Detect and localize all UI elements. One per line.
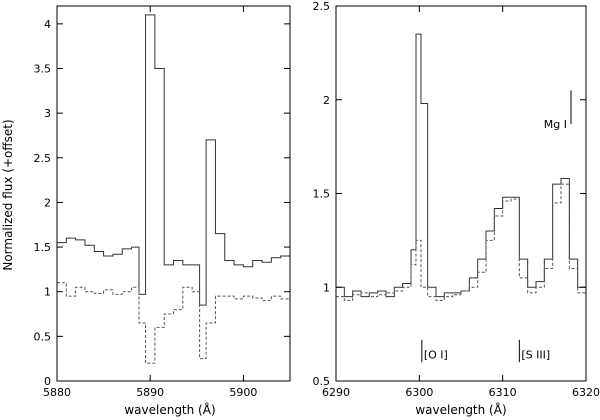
y-tick-label: 1.5 <box>313 188 331 201</box>
x-tick-label: 6300 <box>405 386 433 399</box>
panel-right: 0.5 1 1.5 2 2.5 6290 6300 6310 6320 [O I] [S III] M… <box>313 0 600 399</box>
line-label: Mg I <box>544 118 567 131</box>
line-label: [O I] <box>424 349 448 362</box>
y-tick-label: 0 <box>44 375 51 388</box>
series-solid-line <box>336 33 587 298</box>
series-dashed-line <box>57 282 291 364</box>
y-tick-label: 1 <box>44 286 51 299</box>
y-tick-label: 1 <box>323 281 330 294</box>
y-tick-label: 2 <box>44 196 51 209</box>
x-tick-label: 5900 <box>229 386 257 399</box>
y-tick-label: 1.5 <box>34 241 52 254</box>
series-dashed-line <box>336 183 587 301</box>
y-tick-label: 0.5 <box>34 330 52 343</box>
panel-left: 0 0.5 1 1.5 2 2.5 3 3.5 4 5880 5890 5900 <box>34 5 291 399</box>
plot-frame <box>335 5 587 382</box>
x-tick-label: 6320 <box>572 386 600 399</box>
x-axis-label-right: wavelength (Å) <box>415 402 506 417</box>
y-tick-label: 4 <box>44 18 51 31</box>
line-label: [S III] <box>521 349 550 362</box>
x-tick-label: 6290 <box>322 386 350 399</box>
y-tick-label: 0.5 <box>313 375 331 388</box>
x-tick-label: 5890 <box>136 386 164 399</box>
plot-frame <box>56 5 291 382</box>
y-tick-label: 2.5 <box>34 152 52 165</box>
y-tick-label: 3 <box>44 107 51 120</box>
x-tick-label: 5880 <box>43 386 71 399</box>
y-tick-label: 3.5 <box>34 63 52 76</box>
x-axis-label-left: wavelength (Å) <box>124 402 215 417</box>
y-tick-label: 2.5 <box>313 0 331 13</box>
x-tick-label: 6310 <box>489 386 517 399</box>
y-axis-label: Normalized flux (+offset) <box>1 119 15 270</box>
series-solid-line <box>57 14 291 306</box>
y-tick-label: 2 <box>323 94 330 107</box>
